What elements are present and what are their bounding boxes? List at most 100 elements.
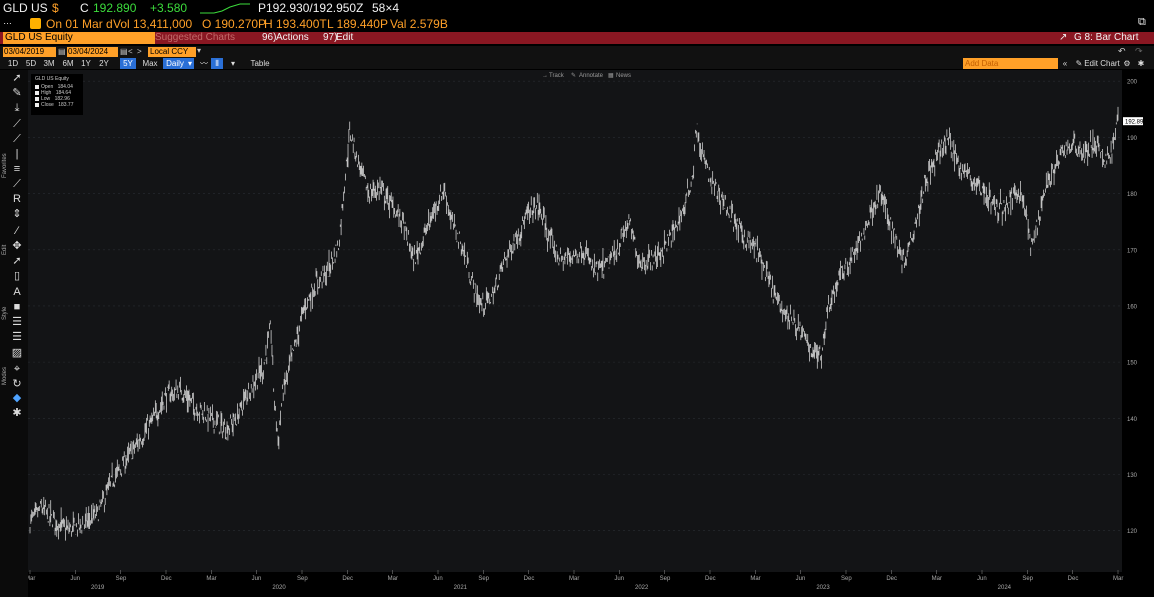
sidebar-label-edit: Edit: [2, 244, 8, 255]
more-icon[interactable]: …: [3, 16, 12, 26]
x-tick-label: Dec: [342, 576, 353, 582]
end-date-input[interactable]: 03/04/2024: [67, 47, 118, 57]
magnet-icon[interactable]: ⤓: [14, 102, 20, 114]
channel-icon[interactable]: ≡: [13, 163, 21, 175]
palette-icon[interactable]: ◆: [12, 392, 22, 404]
table-button[interactable]: Table: [250, 59, 270, 68]
ohlc-line: … On 01 Mar d Vol 13,411,000 O 190.270P …: [0, 16, 1154, 32]
legend-row-open: Open 184.04: [31, 84, 83, 90]
annotate-button[interactable]: Annotate: [579, 73, 604, 79]
chevron-down-icon[interactable]: ▾: [197, 46, 202, 55]
sidebar-label-modes: Modes: [2, 366, 8, 385]
settings-small-icon[interactable]: ⚙: [1123, 59, 1131, 68]
price-change: +3.580: [150, 1, 188, 15]
x-tick-label: Sep: [841, 576, 852, 582]
chart-legend: GLD US Equity Open 184.04 High 184.64 Lo…: [31, 74, 83, 115]
end-calendar-icon[interactable]: ▤: [120, 47, 128, 56]
edit-menu[interactable]: Edit: [336, 32, 354, 43]
actions-menu[interactable]: Actions: [276, 32, 309, 43]
font-icon[interactable]: A: [13, 286, 21, 298]
security-field[interactable]: GLD US Equity: [3, 32, 155, 44]
start-date-input[interactable]: 03/04/2019: [3, 47, 56, 57]
x-tick-label: Mar: [1113, 576, 1123, 582]
gear-icon[interactable]: ✱: [1137, 59, 1145, 68]
suggested-charts-button[interactable]: Suggested Charts: [155, 32, 236, 43]
period-max[interactable]: Max: [142, 59, 158, 68]
trash-icon[interactable]: ▯: [13, 270, 21, 282]
start-calendar-icon[interactable]: ▤: [58, 47, 66, 56]
popout-icon[interactable]: ⧉: [1138, 16, 1146, 28]
x-tick-label: Mar: [388, 576, 398, 582]
y-tick-label: 170: [1127, 248, 1138, 254]
actions-num: 96): [262, 32, 277, 43]
legend-high-label: High: [41, 90, 52, 96]
chart-grid: [28, 80, 1122, 531]
brush-icon[interactable]: ∕: [16, 225, 18, 237]
currency-icon: $: [52, 1, 59, 15]
trendline-icon[interactable]: ⟋: [13, 118, 21, 130]
x-tick-label: Dec: [705, 576, 716, 582]
date-range-bar: 03/04/2019 ▤ 03/04/2024 ▤ < > Local CCY …: [0, 46, 1154, 58]
color-box-icon[interactable]: ■: [13, 301, 21, 313]
ticker[interactable]: GLD US: [3, 1, 48, 15]
undo-icon[interactable]: ↶: [1118, 46, 1126, 56]
y-tick-label: 130: [1127, 473, 1138, 479]
price-chart[interactable]: 120 130 140 150 160 170 180 190 200 Mar Jun Sep Dec…: [28, 70, 1154, 597]
edit-chart-button[interactable]: Edit Chart: [1084, 59, 1120, 68]
add-data-input[interactable]: Add Data: [963, 58, 1058, 69]
svg-text:→: →: [542, 73, 548, 79]
line-chart-icon[interactable]: 〰: [200, 59, 208, 68]
arrow-line-icon[interactable]: ⟋: [13, 178, 21, 190]
period-3m[interactable]: 3M: [43, 59, 55, 68]
refresh-icon[interactable]: ↻: [12, 378, 22, 390]
vertical-line-icon[interactable]: |: [15, 148, 19, 160]
last-price-text: 192.89: [1125, 119, 1144, 125]
y-tick-label: 160: [1127, 304, 1138, 310]
line-weight-icon[interactable]: ☰: [12, 316, 22, 328]
next-range-icon[interactable]: >: [137, 47, 142, 56]
alert-icon[interactable]: [30, 18, 41, 29]
measure-icon[interactable]: ⇕: [12, 208, 22, 220]
year-label: 2019: [91, 585, 105, 591]
crosshair-mode-icon[interactable]: ⌖: [13, 363, 21, 375]
legend-row-low: Low 182.96: [31, 96, 83, 102]
line-style-icon[interactable]: ☰: [12, 331, 22, 343]
y-tick-label: 150: [1127, 361, 1138, 367]
legend-low-label: Low: [41, 96, 51, 102]
cursor-icon[interactable]: ➚: [12, 72, 22, 84]
bar-chart-icon[interactable]: ⫴: [211, 58, 223, 69]
period-6m[interactable]: 6M: [62, 59, 74, 68]
prev-range-icon[interactable]: <: [128, 47, 133, 56]
x-tick-label: Dec: [524, 576, 535, 582]
launch-icon[interactable]: ↗: [1059, 32, 1068, 43]
redo-icon[interactable]: ↷: [1135, 46, 1143, 56]
trade-value: Val 2.579B: [390, 17, 448, 31]
period-5y-active[interactable]: 5Y: [120, 58, 136, 69]
pen-icon[interactable]: ✎: [12, 87, 22, 99]
collapse-icon[interactable]: «: [1062, 59, 1068, 68]
currency-select[interactable]: Local CCY: [148, 47, 196, 57]
x-tick-label: Jun: [796, 576, 806, 582]
frequency-select[interactable]: Daily: [163, 58, 187, 69]
style-chevron-icon[interactable]: ▾: [230, 59, 235, 68]
settings-icon[interactable]: ✱: [12, 407, 22, 419]
period-5d[interactable]: 5D: [25, 59, 37, 68]
move-icon[interactable]: ✥: [12, 240, 22, 252]
ray-icon[interactable]: ⟋: [13, 133, 21, 145]
period-2y[interactable]: 2Y: [99, 59, 109, 68]
track-button[interactable]: Track: [549, 73, 565, 79]
select-icon[interactable]: ➚: [12, 255, 22, 267]
news-button[interactable]: News: [616, 73, 631, 79]
y-tick-label: 120: [1127, 529, 1138, 535]
x-axis-panel: [28, 572, 1154, 597]
period-1y[interactable]: 1Y: [81, 59, 91, 68]
last-price: 192.890: [93, 1, 137, 15]
sparkline-icon: [200, 3, 250, 14]
retracement-icon[interactable]: R: [13, 193, 21, 205]
x-tick-label: Sep: [1022, 576, 1033, 582]
frequency-chevron-icon[interactable]: ▾: [186, 58, 194, 69]
hatch-icon[interactable]: ▨: [11, 347, 23, 359]
chart-title: G 8: Bar Chart: [1074, 32, 1139, 43]
pencil-icon[interactable]: ✎: [1075, 59, 1083, 68]
period-1d[interactable]: 1D: [7, 59, 19, 68]
